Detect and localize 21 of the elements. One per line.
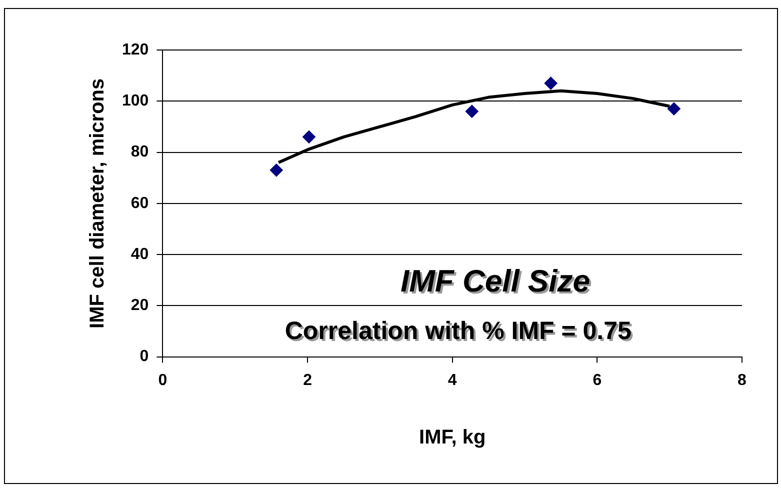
y-tick-label: 0 [140, 348, 149, 366]
y-tick-label: 40 [130, 246, 149, 263]
x-axis-title: IMF, kg [419, 426, 486, 449]
annotation: IMF Cell Size [402, 266, 592, 301]
y-tick-label: 100 [122, 92, 149, 110]
point [302, 130, 316, 144]
x-tick-label: 2 [303, 372, 312, 389]
y-tick-label: 20 [130, 297, 149, 314]
point [667, 102, 680, 116]
x-tick-label: 6 [592, 372, 602, 389]
y-tick-label: 120 [122, 41, 149, 58]
y-axis-title: IMF cell diameter, microns [86, 78, 109, 328]
x-tick-label: 4 [448, 372, 457, 389]
annotation: Correlation with % IMF = 0.75 [286, 319, 634, 348]
x-tick-label: 0 [158, 372, 168, 389]
y-tick-label: 60 [130, 194, 149, 212]
point [270, 164, 283, 177]
y-tick-label: 80 [130, 144, 149, 161]
x-tick-label: 8 [738, 372, 747, 389]
point [465, 104, 478, 118]
point [544, 76, 558, 90]
